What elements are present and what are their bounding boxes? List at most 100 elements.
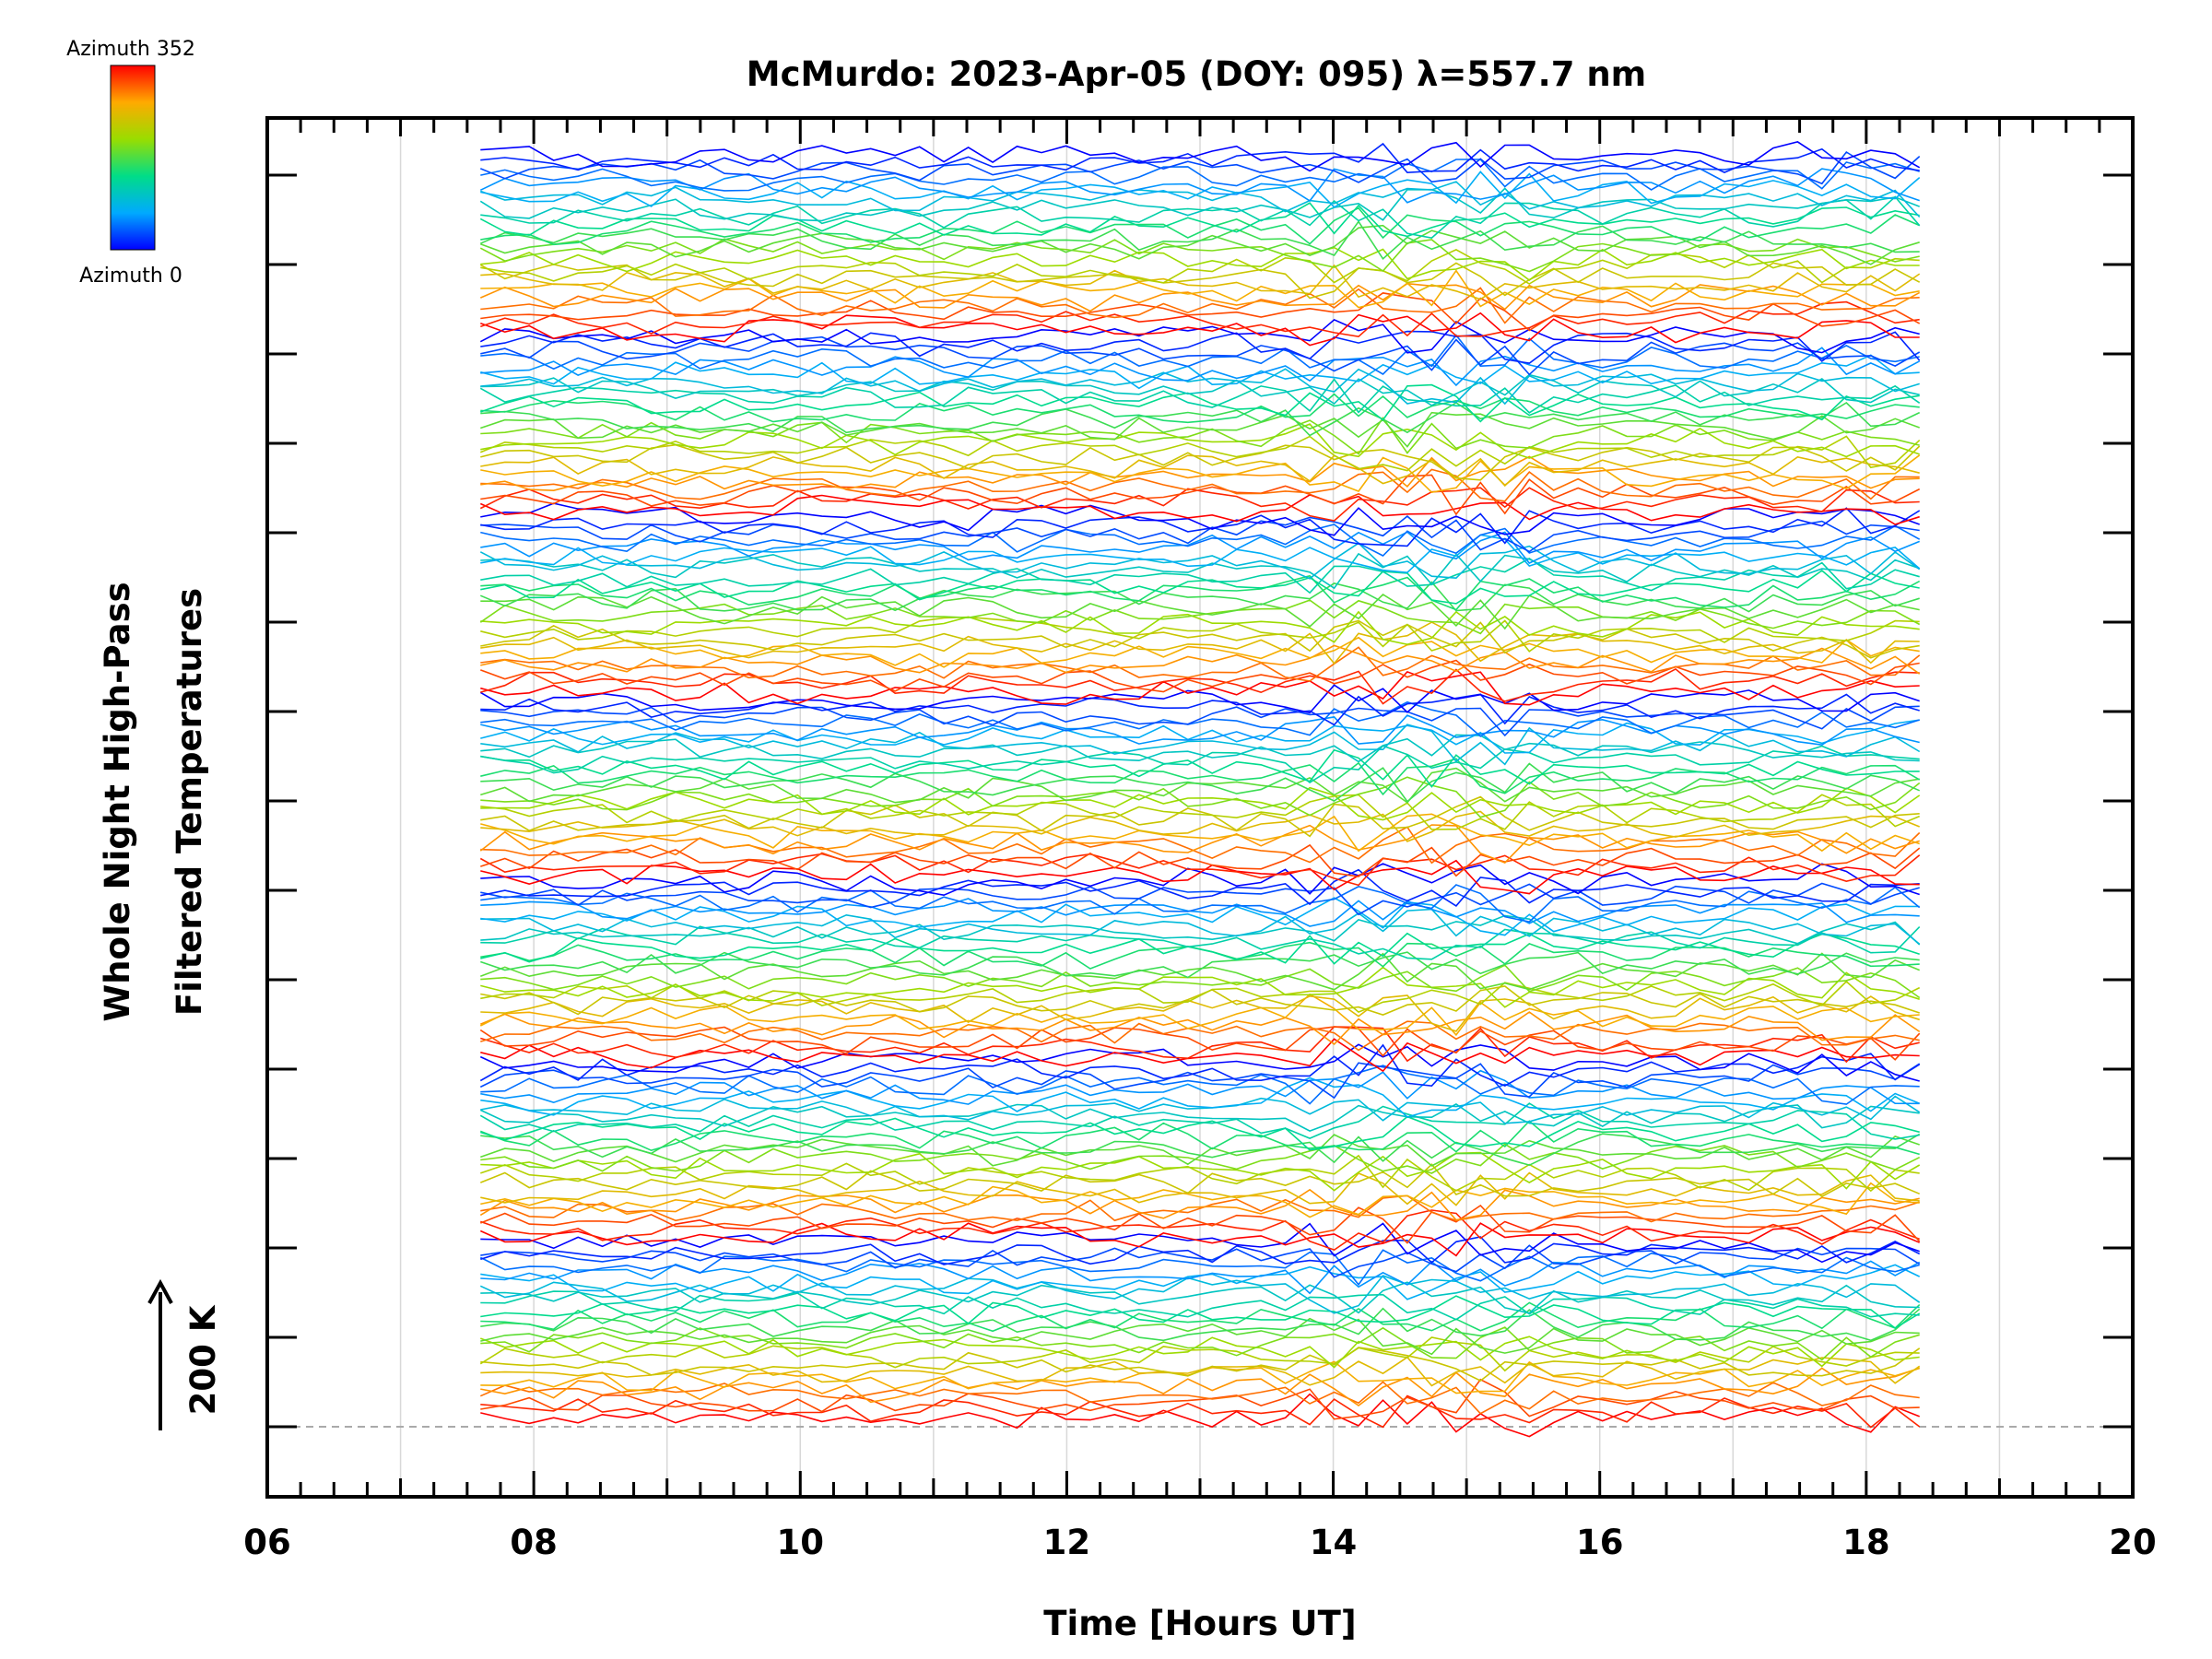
- temperature-traces: [479, 141, 1921, 1438]
- trace-line: [480, 142, 1920, 174]
- trace-line: [480, 552, 1920, 590]
- scale-label: 200 K: [183, 1304, 223, 1415]
- trace-line: [479, 282, 1921, 312]
- x-tick-label: 14: [1310, 1523, 1358, 1562]
- trace-line: [480, 925, 1921, 960]
- trace-line: [480, 1151, 1921, 1192]
- y-axis-label-line2: Filtered Temperatures: [170, 588, 209, 1016]
- trace-line: [480, 762, 1921, 803]
- trace-line: [480, 621, 1920, 665]
- trace-line: [480, 1171, 1920, 1206]
- trace-line: [480, 269, 1920, 309]
- trace-line: [479, 1102, 1920, 1132]
- trace-line: [480, 292, 1921, 332]
- trace-line: [480, 966, 1920, 1008]
- trace-line: [480, 646, 1921, 682]
- trace-line: [480, 884, 1921, 924]
- trace-line: [479, 599, 1921, 635]
- trace-line: [480, 980, 1921, 1014]
- trace-line: [480, 1295, 1921, 1329]
- trace-line: [480, 330, 1921, 364]
- trace-line: [479, 494, 1920, 525]
- trace-line: [480, 1182, 1920, 1218]
- trace-line: [479, 150, 1921, 185]
- trace-line: [480, 569, 1920, 605]
- trace-line: [480, 1020, 1920, 1052]
- trace-line: [480, 1378, 1920, 1420]
- trace-line: [480, 171, 1921, 208]
- trace-line: [480, 368, 1920, 406]
- trace-line: [480, 1301, 1921, 1333]
- trace-line: [479, 824, 1920, 865]
- trace-line: [480, 724, 1921, 766]
- trace-line: [480, 882, 1920, 916]
- trace-line: [480, 1038, 1920, 1073]
- trace-line: [480, 1394, 1921, 1429]
- x-tick-labels: 06 08 10 12 14 16 18 20: [243, 1523, 2157, 1562]
- x-tick-label: 10: [777, 1523, 825, 1562]
- trace-line: [479, 684, 1920, 714]
- trace-line: [480, 748, 1920, 788]
- trace-line: [480, 610, 1920, 646]
- trace-line: [480, 898, 1920, 927]
- trace-line: [480, 1069, 1920, 1105]
- trace-line: [480, 443, 1921, 481]
- trace-line: [480, 644, 1921, 675]
- trace-line: [480, 951, 1920, 979]
- trace-line: [479, 1102, 1920, 1140]
- trace-line: [480, 557, 1920, 594]
- trace-line: [480, 383, 1920, 423]
- trace-line: [480, 795, 1920, 838]
- trace-line: [480, 287, 1920, 324]
- trace-line: [480, 1154, 1920, 1193]
- x-tick-label: 06: [243, 1523, 291, 1562]
- trace-line: [480, 206, 1921, 246]
- trace-line: [480, 843, 1921, 877]
- trace-line: [480, 141, 1921, 172]
- x-tick-label: 16: [1576, 1523, 1624, 1562]
- trace-line: [480, 300, 1920, 338]
- trace-line: [480, 1367, 1920, 1406]
- trace-line: [480, 714, 1920, 747]
- y-axis-label-line1: Whole Night High-Pass: [98, 582, 137, 1021]
- trace-line: [480, 416, 1920, 455]
- trace-line: [479, 1188, 1920, 1221]
- trace-line: [480, 515, 1920, 553]
- trace-line: [480, 195, 1921, 239]
- trace-line: [480, 616, 1920, 653]
- trace-line: [480, 868, 1920, 907]
- x-tick-label: 08: [510, 1523, 558, 1562]
- trace-line: [480, 1290, 1920, 1321]
- trace-line: [480, 393, 1920, 424]
- trace-line: [479, 262, 1921, 300]
- trace-line: [480, 401, 1921, 437]
- trace-line: [480, 1065, 1920, 1105]
- trace-line: [480, 914, 1921, 946]
- trace-line: [479, 435, 1921, 472]
- trace-line: [479, 202, 1920, 238]
- trace-line: [480, 1194, 1920, 1223]
- colorbar-gradient: [110, 65, 156, 251]
- trace-line: [480, 1115, 1920, 1151]
- trace-line: [480, 411, 1920, 448]
- trace-line: [479, 187, 1920, 222]
- trace-line: [480, 524, 1921, 557]
- trace-line: [479, 1381, 1920, 1415]
- scale-indicator: 200 K: [147, 1278, 223, 1430]
- trace-line: [479, 1249, 1920, 1287]
- azimuth-colorbar: Azimuth 352 Azimuth 0: [66, 38, 195, 288]
- trace-line: [480, 786, 1921, 821]
- colorbar-bottom-label: Azimuth 0: [79, 265, 182, 288]
- trace-line: [479, 378, 1921, 414]
- trace-line: [480, 159, 1920, 192]
- trace-line: [480, 659, 1920, 693]
- trace-line: [479, 238, 1920, 273]
- trace-line: [480, 1077, 1920, 1118]
- scale-arrow-head: [147, 1278, 173, 1304]
- trace-line: [480, 859, 1920, 895]
- grid-lines: [399, 118, 2001, 1497]
- trace-line: [480, 734, 1920, 763]
- trace-line: [480, 1204, 1921, 1244]
- trace-line: [480, 810, 1920, 842]
